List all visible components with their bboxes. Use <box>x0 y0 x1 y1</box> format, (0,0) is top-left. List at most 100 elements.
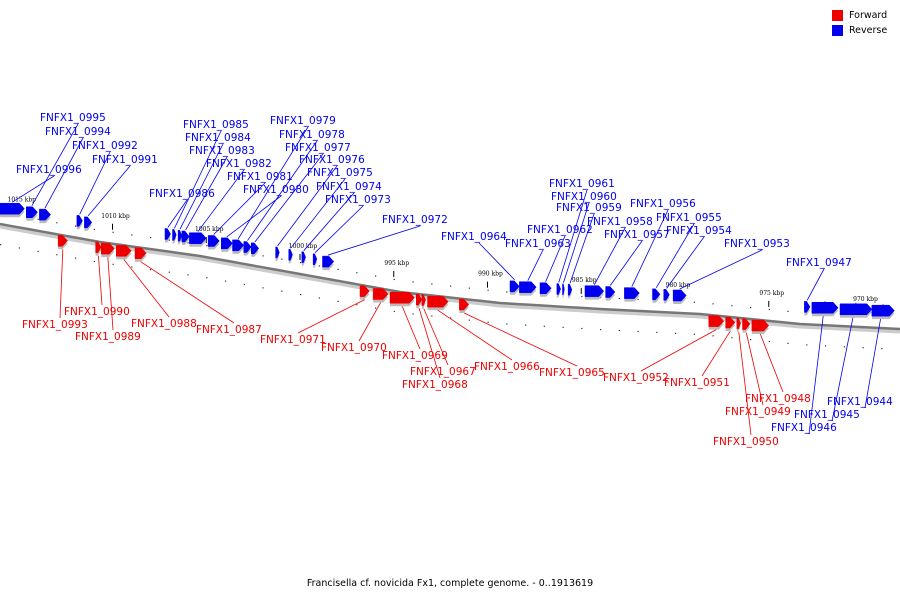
gene-arrow-fnfx1-0992[interactable] <box>76 215 83 227</box>
gene-arrow-fnfx1-0958[interactable] <box>584 285 605 297</box>
gene-arrow-fnfx1-0968[interactable] <box>416 293 423 306</box>
gene-label-fnfx1-0953[interactable]: FNFX1_0953 <box>724 238 790 250</box>
gene-arrow-fnfx1-0985[interactable] <box>172 229 177 241</box>
gene-arrow-fnfx1-0969[interactable] <box>389 291 415 304</box>
gene-arrow-fnfx1-0974[interactable] <box>301 251 306 263</box>
gene-arrow-fnfx1-0950[interactable] <box>736 317 741 330</box>
gene-arrow-fnfx1-0982[interactable] <box>189 232 207 244</box>
gene-label-fnfx1-0981[interactable]: FNFX1_0981 <box>227 171 293 183</box>
gene-label-fnfx1-0967[interactable]: FNFX1_0967 <box>410 366 476 378</box>
gene-arrow-fnfx1-0949[interactable] <box>742 318 751 330</box>
gene-arrow-fnfx1-0976[interactable] <box>275 246 280 259</box>
gene-label-fnfx1-0971[interactable]: FNFX1_0971 <box>260 334 326 346</box>
gene-arrow-fnfx1-0994[interactable] <box>39 208 51 221</box>
gene-arrow-fnfx1-0953[interactable] <box>672 289 687 302</box>
gene-arrow-fnfx1-0989[interactable] <box>101 242 115 255</box>
gene-label-fnfx1-0994[interactable]: FNFX1_0994 <box>45 126 111 138</box>
gene-label-fnfx1-0990[interactable]: FNFX1_0990 <box>64 306 130 318</box>
gene-label-fnfx1-0946[interactable]: FNFX1_0946 <box>771 422 837 434</box>
gene-label-fnfx1-0956[interactable]: FNFX1_0956 <box>630 198 696 210</box>
gene-arrow-fnfx1-0984[interactable] <box>177 229 183 242</box>
gene-arrow-fnfx1-0955[interactable] <box>652 288 661 301</box>
gene-arrow-fnfx1-0952[interactable] <box>708 315 725 327</box>
gene-arrow-fnfx1-0980[interactable] <box>221 237 233 250</box>
gene-label-fnfx1-0969[interactable]: FNFX1_0969 <box>382 350 448 362</box>
gene-arrow-fnfx1-0959[interactable] <box>567 283 573 296</box>
gene-arrow-fnfx1-0948[interactable] <box>751 319 770 332</box>
gene-arrow-fnfx1-0964[interactable] <box>509 280 520 293</box>
gene-label-fnfx1-0949[interactable]: FNFX1_0949 <box>725 406 791 418</box>
gene-label-fnfx1-0973[interactable]: FNFX1_0973 <box>325 194 391 206</box>
gene-label-fnfx1-0964[interactable]: FNFX1_0964 <box>441 231 507 243</box>
gene-arrow-fnfx1-0945[interactable] <box>839 303 873 316</box>
gene-arrow-fnfx1-0983[interactable] <box>181 230 190 243</box>
gene-label-fnfx1-0959[interactable]: FNFX1_0959 <box>556 202 622 214</box>
gene-label-fnfx1-0972[interactable]: FNFX1_0972 <box>382 214 448 226</box>
gene-label-fnfx1-0978[interactable]: FNFX1_0978 <box>279 129 345 141</box>
gene-arrow-fnfx1-0972[interactable] <box>322 255 335 268</box>
gene-label-fnfx1-0944[interactable]: FNFX1_0944 <box>827 396 893 408</box>
gene-label-fnfx1-0986[interactable]: FNFX1_0986 <box>149 188 215 200</box>
gene-arrow-fnfx1-0954[interactable] <box>663 289 670 301</box>
gene-arrow-fnfx1-0991[interactable] <box>84 216 93 229</box>
gene-label-fnfx1-0968[interactable]: FNFX1_0968 <box>402 379 468 391</box>
gene-label-fnfx1-0979[interactable]: FNFX1_0979 <box>270 115 336 127</box>
gene-label-fnfx1-0945[interactable]: FNFX1_0945 <box>794 409 860 421</box>
gene-arrow-fnfx1-0963[interactable] <box>519 281 537 293</box>
gene-arrow-fnfx1-0961[interactable] <box>556 283 561 295</box>
gene-label-fnfx1-0963[interactable]: FNFX1_0963 <box>505 238 571 250</box>
gene-label-fnfx1-0948[interactable]: FNFX1_0948 <box>745 393 811 405</box>
gene-label-fnfx1-0965[interactable]: FNFX1_0965 <box>539 367 605 379</box>
gene-arrow-fnfx1-0971[interactable] <box>359 285 370 297</box>
gene-arrow-fnfx1-0947[interactable] <box>804 301 811 313</box>
gene-label-fnfx1-0970[interactable]: FNFX1_0970 <box>321 342 387 354</box>
gene-label-fnfx1-0951[interactable]: FNFX1_0951 <box>664 377 730 389</box>
gene-label-fnfx1-0966[interactable]: FNFX1_0966 <box>474 361 540 373</box>
gene-label-fnfx1-0952[interactable]: FNFX1_0952 <box>603 372 669 384</box>
gene-label-fnfx1-0957[interactable]: FNFX1_0957 <box>604 229 670 241</box>
gene-label-fnfx1-0954[interactable]: FNFX1_0954 <box>666 225 732 237</box>
gene-arrow-fnfx1-0987[interactable] <box>134 247 147 259</box>
gene-label-fnfx1-0988[interactable]: FNFX1_0988 <box>131 318 197 330</box>
gene-arrow-fnfx1-0951[interactable] <box>725 316 736 329</box>
gene-arrow-fnfx1-0967[interactable] <box>421 294 426 306</box>
gene-arrow-fnfx1-0979[interactable] <box>232 239 245 252</box>
gene-label-fnfx1-0983[interactable]: FNFX1_0983 <box>189 145 255 157</box>
gene-label-fnfx1-0987[interactable]: FNFX1_0987 <box>196 324 262 336</box>
gene-arrow-fnfx1-0978[interactable] <box>243 241 252 253</box>
gene-arrow-fnfx1-0960[interactable] <box>562 283 565 296</box>
gene-arrow-fnfx1-0965[interactable] <box>459 298 470 311</box>
gene-label-fnfx1-0993[interactable]: FNFX1_0993 <box>22 319 88 331</box>
gene-label-fnfx1-0955[interactable]: FNFX1_0955 <box>656 212 722 224</box>
gene-arrow-fnfx1-0944[interactable] <box>871 304 895 317</box>
gene-label-fnfx1-0950[interactable]: FNFX1_0950 <box>713 436 779 448</box>
gene-label-fnfx1-0974[interactable]: FNFX1_0974 <box>316 181 382 193</box>
gene-label-fnfx1-0961[interactable]: FNFX1_0961 <box>549 178 615 190</box>
gene-label-fnfx1-0991[interactable]: FNFX1_0991 <box>92 154 158 166</box>
gene-arrow-fnfx1-0993[interactable] <box>57 235 68 247</box>
gene-label-fnfx1-0962[interactable]: FNFX1_0962 <box>527 224 593 236</box>
gene-arrow-fnfx1-0962[interactable] <box>539 282 552 294</box>
gene-label-fnfx1-0980[interactable]: FNFX1_0980 <box>243 184 309 196</box>
gene-arrow-fnfx1-0986[interactable] <box>164 228 171 240</box>
gene-arrow-fnfx1-0970[interactable] <box>372 288 389 300</box>
gene-arrow-fnfx1-0990[interactable] <box>95 241 102 253</box>
gene-arrow-fnfx1-0966[interactable] <box>427 295 449 308</box>
gene-label-fnfx1-0975[interactable]: FNFX1_0975 <box>307 167 373 179</box>
gene-arrow-fnfx1-0977[interactable] <box>251 242 260 255</box>
gene-arrow-fnfx1-0956[interactable] <box>624 287 640 299</box>
gene-label-fnfx1-0984[interactable]: FNFX1_0984 <box>185 132 251 144</box>
gene-arrow-fnfx1-0973[interactable] <box>312 253 318 265</box>
gene-label-fnfx1-0989[interactable]: FNFX1_0989 <box>75 331 141 343</box>
gene-label-fnfx1-0996[interactable]: FNFX1_0996 <box>16 164 82 176</box>
gene-label-fnfx1-0995[interactable]: FNFX1_0995 <box>40 112 106 124</box>
gene-arrow-fnfx1-0957[interactable] <box>605 286 616 298</box>
gene-label-fnfx1-0958[interactable]: FNFX1_0958 <box>587 216 653 228</box>
gene-label-fnfx1-0982[interactable]: FNFX1_0982 <box>206 158 272 170</box>
gene-label-fnfx1-0976[interactable]: FNFX1_0976 <box>299 154 365 166</box>
gene-arrow-fnfx1-0988[interactable] <box>116 245 132 257</box>
gene-label-fnfx1-0977[interactable]: FNFX1_0977 <box>285 142 351 154</box>
gene-label-fnfx1-0960[interactable]: FNFX1_0960 <box>551 191 617 203</box>
gene-label-fnfx1-0985[interactable]: FNFX1_0985 <box>183 119 249 131</box>
gene-arrow-fnfx1-0946[interactable] <box>811 302 839 314</box>
